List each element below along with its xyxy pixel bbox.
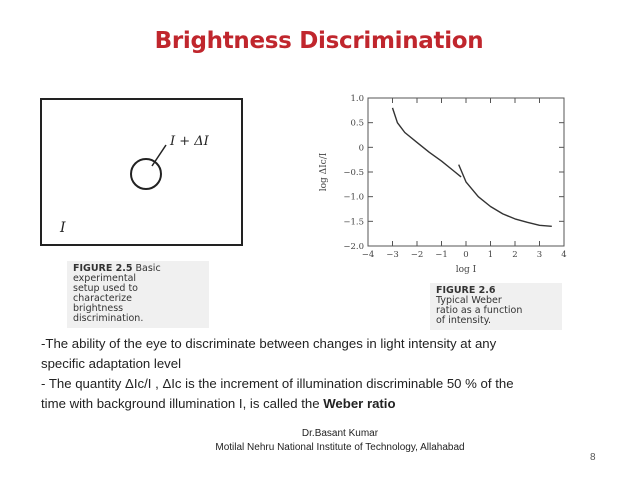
- slide-title: Brightness Discrimination: [154, 28, 484, 54]
- weber-curve-series-2: [458, 164, 552, 227]
- body-line: specific adaptation level: [41, 356, 182, 371]
- caption-line: discrimination.: [73, 313, 144, 324]
- figure-2-6-caption: FIGURE 2.6 Typical Weber ratio as a func…: [430, 283, 562, 330]
- footer-institute: Motilal Nehru National Institute of Tech…: [215, 442, 465, 453]
- y-tick-label: 0: [359, 143, 364, 153]
- footer: Dr.Basant Kumar Motilal Nehru National I…: [180, 427, 500, 455]
- body-line: time with background illumination I, is …: [41, 394, 601, 414]
- x-tick-label: −1: [435, 250, 448, 260]
- caption-line: Basic: [135, 263, 161, 274]
- y-tick-label: −2.0: [343, 242, 364, 252]
- x-tick-label: −4: [362, 250, 375, 260]
- pointer-line: [151, 144, 167, 167]
- setup-diagram: [130, 144, 167, 190]
- caption-line: of intensity.: [436, 315, 492, 326]
- x-tick-label: −2: [411, 250, 424, 260]
- x-tick-label: −3: [386, 250, 399, 260]
- x-tick-label: 0: [463, 250, 468, 260]
- caption-line: setup used to: [73, 283, 138, 294]
- y-tick-label: 0.5: [350, 119, 364, 129]
- caption-line: ratio as a function: [436, 305, 523, 316]
- weber-ratio-chart: 1.0 0.5 0 −0.5 −1.0 −1.5 −2.0−4 −3 −2 −1 0 1 2 3 4 log …: [319, 94, 567, 275]
- weber-curve-series-1: [391, 107, 462, 178]
- caption-figure-number: FIGURE 2.5: [73, 263, 133, 274]
- y-tick-label: −1.0: [343, 193, 364, 203]
- caption-line: Typical Weber: [436, 295, 502, 306]
- experimental-setup-figure: I + ΔI I: [40, 98, 243, 246]
- caption-figure-number: FIGURE 2.6: [436, 285, 496, 296]
- caption-line: brightness: [73, 303, 124, 314]
- body-line: -The ability of the eye to discriminate …: [41, 336, 497, 351]
- x-tick-label: 1: [488, 250, 493, 260]
- y-axis-label: log ΔIc/I: [319, 152, 329, 191]
- figure-2-5-caption: FIGURE 2.5 Basic experimental setup used…: [67, 261, 209, 328]
- body-text: -The ability of the eye to discriminate …: [41, 334, 601, 414]
- background-intensity-label: I: [60, 220, 66, 236]
- y-tick-label: −0.5: [343, 168, 364, 178]
- x-tick-label: 2: [512, 250, 517, 260]
- y-tick-label: 1.0: [350, 94, 364, 104]
- increment-label: I + ΔI: [170, 134, 209, 149]
- page-number: 8: [590, 452, 596, 463]
- x-axis-label: log I: [456, 265, 477, 275]
- x-tick-label: 4: [561, 250, 566, 260]
- x-tick-label: 3: [537, 250, 542, 260]
- increment-circle: [130, 158, 162, 190]
- body-line-prefix: time with background illumination I, is …: [41, 396, 324, 411]
- footer-author: Dr.Basant Kumar: [301, 428, 379, 439]
- caption-line: experimental: [73, 273, 137, 284]
- weber-ratio-term: Weber ratio: [323, 396, 396, 411]
- caption-line: characterize: [73, 293, 132, 304]
- body-line: - The quantity ΔIc/I , ΔIc is the increm…: [41, 376, 514, 391]
- y-tick-label: −1.5: [343, 217, 364, 227]
